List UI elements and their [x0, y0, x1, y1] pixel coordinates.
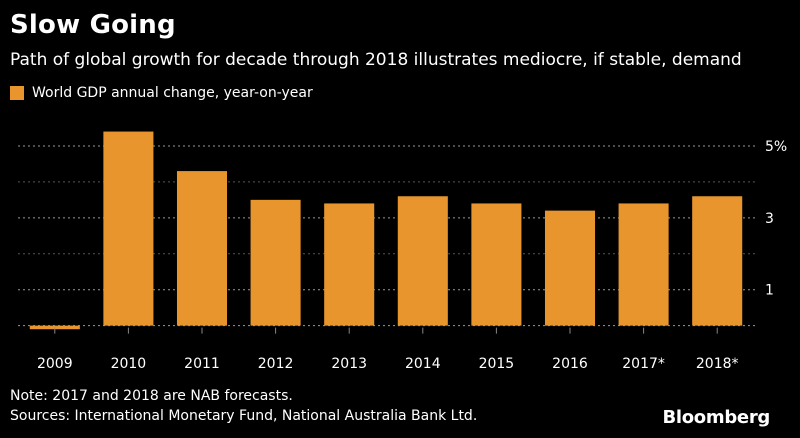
bars-layer [29, 131, 743, 330]
x-tick-label: 2012 [258, 356, 294, 372]
x-tick-label: 2011 [184, 356, 220, 372]
legend: World GDP annual change, year-on-year [10, 85, 313, 101]
x-tick-label: 2010 [111, 356, 147, 372]
legend-swatch [10, 86, 24, 100]
bar-2016 [544, 210, 596, 326]
x-tick-label: 2015 [479, 356, 515, 372]
x-tick-label: 2017* [622, 356, 665, 372]
bar-2012 [250, 199, 301, 326]
bar-2013 [324, 203, 375, 326]
bar-2018-forecast [692, 196, 743, 326]
bloomberg-logo: Bloomberg [662, 407, 770, 428]
bar-2015 [471, 203, 522, 326]
bar-2014 [397, 196, 448, 326]
bar-2009 [29, 325, 80, 330]
chart-source: Sources: International Monetary Fund, Na… [10, 408, 478, 424]
y-axis-ticks: 1 3 5% [765, 139, 787, 299]
chart-title: Slow Going [10, 10, 176, 40]
y-tick-label: 1 [765, 283, 774, 299]
legend-label: World GDP annual change, year-on-year [32, 85, 313, 101]
chart-note: Note: 2017 and 2018 are NAB forecasts. [10, 388, 293, 404]
chart-subtitle: Path of global growth for decade through… [10, 50, 742, 70]
x-tick-label: 2016 [552, 356, 588, 372]
x-tick-label: 2014 [405, 356, 441, 372]
x-tick-label: 2018* [696, 356, 739, 372]
bar-chart: 1 3 5% 2009 2010 2011 2012 2013 2014 2015 2016 201… [18, 131, 787, 372]
bar-2010 [103, 131, 154, 326]
y-tick-label: 3 [765, 211, 774, 227]
bar-2011 [176, 171, 228, 326]
x-tick-label: 2013 [331, 356, 367, 372]
x-axis-ticks: 2009 2010 2011 2012 2013 2014 2015 2016 2017* 201… [37, 327, 739, 372]
x-tick-label: 2009 [37, 356, 73, 372]
bar-2017-forecast [618, 203, 669, 326]
y-tick-label: 5% [765, 139, 787, 155]
